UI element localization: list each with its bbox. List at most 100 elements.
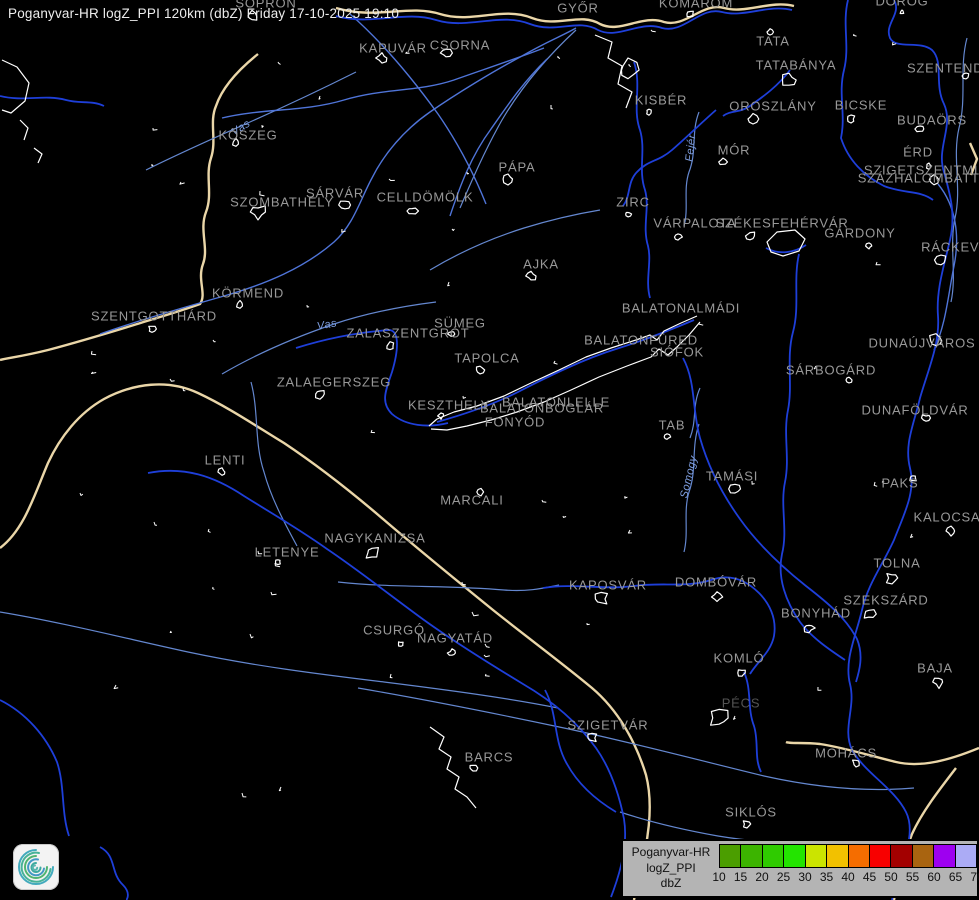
village-speck (241, 792, 247, 798)
city-area-outline (476, 487, 485, 497)
village-speck (153, 521, 158, 526)
legend-tick-label: 10 (712, 870, 726, 884)
county-boundary-lines (0, 29, 968, 844)
legend-tick-label: 35 (819, 870, 834, 884)
legend-tick-label: 30 (798, 870, 812, 884)
village-speck (550, 105, 553, 110)
city-label: BARCS (465, 750, 514, 765)
village-speck (370, 429, 375, 434)
city-area-outline (232, 137, 239, 147)
city-label: KOMLÓ (714, 651, 765, 666)
city-label: NAGYKANIZSA (324, 531, 425, 546)
city-label: SZIGETSZENTMIKLÓS (864, 163, 979, 178)
city-area-outline (236, 299, 243, 309)
city-area-outline (718, 157, 729, 166)
village-speck (562, 515, 567, 518)
village-speck (278, 786, 282, 792)
legend-tick-label: 20 (755, 870, 769, 884)
city-area-outline (914, 125, 925, 133)
village-speck (212, 586, 215, 590)
city-area-outline (437, 412, 445, 420)
county-label: Somogy (678, 454, 700, 500)
legend-tick-label: 50 (884, 870, 898, 884)
village-speck (405, 51, 410, 54)
legend-color-swatch (954, 844, 978, 868)
city-area-outline (148, 325, 157, 333)
legend-tick-label: 65 (948, 870, 963, 884)
village-speck (277, 61, 281, 65)
city-area-outline (315, 390, 325, 400)
village-speck (557, 55, 561, 60)
village-speck (151, 163, 154, 167)
village-speck (892, 41, 897, 46)
village-speck (389, 673, 393, 679)
city-area-outline (397, 641, 404, 647)
city-area-outline (766, 28, 775, 36)
city-label: TAB (659, 418, 686, 433)
city-area-outline (885, 573, 899, 585)
legend-color-swatch (804, 844, 828, 868)
city-area-outline (865, 242, 873, 250)
city-area-outline (406, 207, 420, 215)
legend-tick-label: 60 (927, 870, 941, 884)
city-label: KŐSZEG (219, 128, 278, 143)
village-speck (182, 387, 186, 392)
city-area-outline (525, 270, 537, 281)
village-speck (875, 261, 881, 266)
city-label: NAGYATÁD (417, 631, 493, 646)
city-label: TAMÁSI (706, 469, 758, 484)
city-label: MOHÁCS (815, 746, 877, 761)
legend-tick-label: 70 (970, 870, 979, 884)
city-label: SZIGETVÁR (568, 718, 649, 733)
city-label: BAJA (917, 661, 953, 676)
village-speck (853, 33, 857, 37)
legend-color-swatch (868, 844, 892, 868)
city-area-outline (594, 591, 608, 605)
city-area-outline (338, 200, 352, 210)
city-label: KAPOSVÁR (569, 578, 647, 593)
village-speck (179, 181, 185, 185)
city-area-outline (863, 609, 877, 619)
village-speck (483, 654, 490, 658)
village-speck (79, 492, 84, 496)
city-label: SÜMEG (434, 316, 486, 331)
village-speck (306, 304, 310, 308)
legend-color-swatch (911, 844, 935, 868)
village-speck (341, 228, 346, 233)
city-label: BONYHÁD (781, 606, 851, 621)
village-speck (817, 686, 822, 691)
city-label: KESZTHELY (408, 398, 490, 413)
city-area-outline (933, 254, 947, 266)
city-label: SÁRVÁR (306, 186, 364, 201)
city-label: CSURGÓ (363, 623, 425, 638)
village-speck (541, 499, 547, 503)
city-area-outline (929, 333, 943, 347)
village-speck (462, 395, 466, 399)
legend-color-swatch (826, 844, 849, 868)
city-area-outline (847, 114, 856, 124)
reflectivity-legend: Poganyvar-HR logZ_PPI dbZ 10 15 20 25 30 35 40… (621, 839, 979, 898)
city-area-outline (742, 820, 752, 829)
met-provider-logo (13, 844, 59, 890)
city-label: MARCALI (440, 493, 503, 508)
village-speck (113, 684, 119, 690)
city-label: BALATONBOGLÁR (480, 401, 604, 416)
city-label: DOMBÓVÁR (675, 575, 757, 590)
village-speck (881, 480, 885, 483)
city-area-outline (502, 173, 514, 186)
city-label: VÁRPALOTA (653, 216, 736, 231)
city-label: LENTI (205, 453, 246, 468)
city-area-outline (909, 475, 917, 482)
city-label: PÁPA (499, 160, 536, 175)
city-area-outline (803, 624, 816, 634)
legend-tick-label: 45 (862, 870, 877, 884)
village-speck (461, 581, 467, 586)
city-area-outline (899, 9, 905, 15)
legend-color-swatch (719, 844, 742, 868)
village-speck (388, 178, 395, 181)
city-area-outline (945, 525, 956, 537)
city-label: KALOCSA (913, 510, 979, 525)
city-label: RÁCKEVE (921, 240, 979, 255)
village-speck (624, 495, 628, 499)
village-speck (813, 365, 817, 370)
